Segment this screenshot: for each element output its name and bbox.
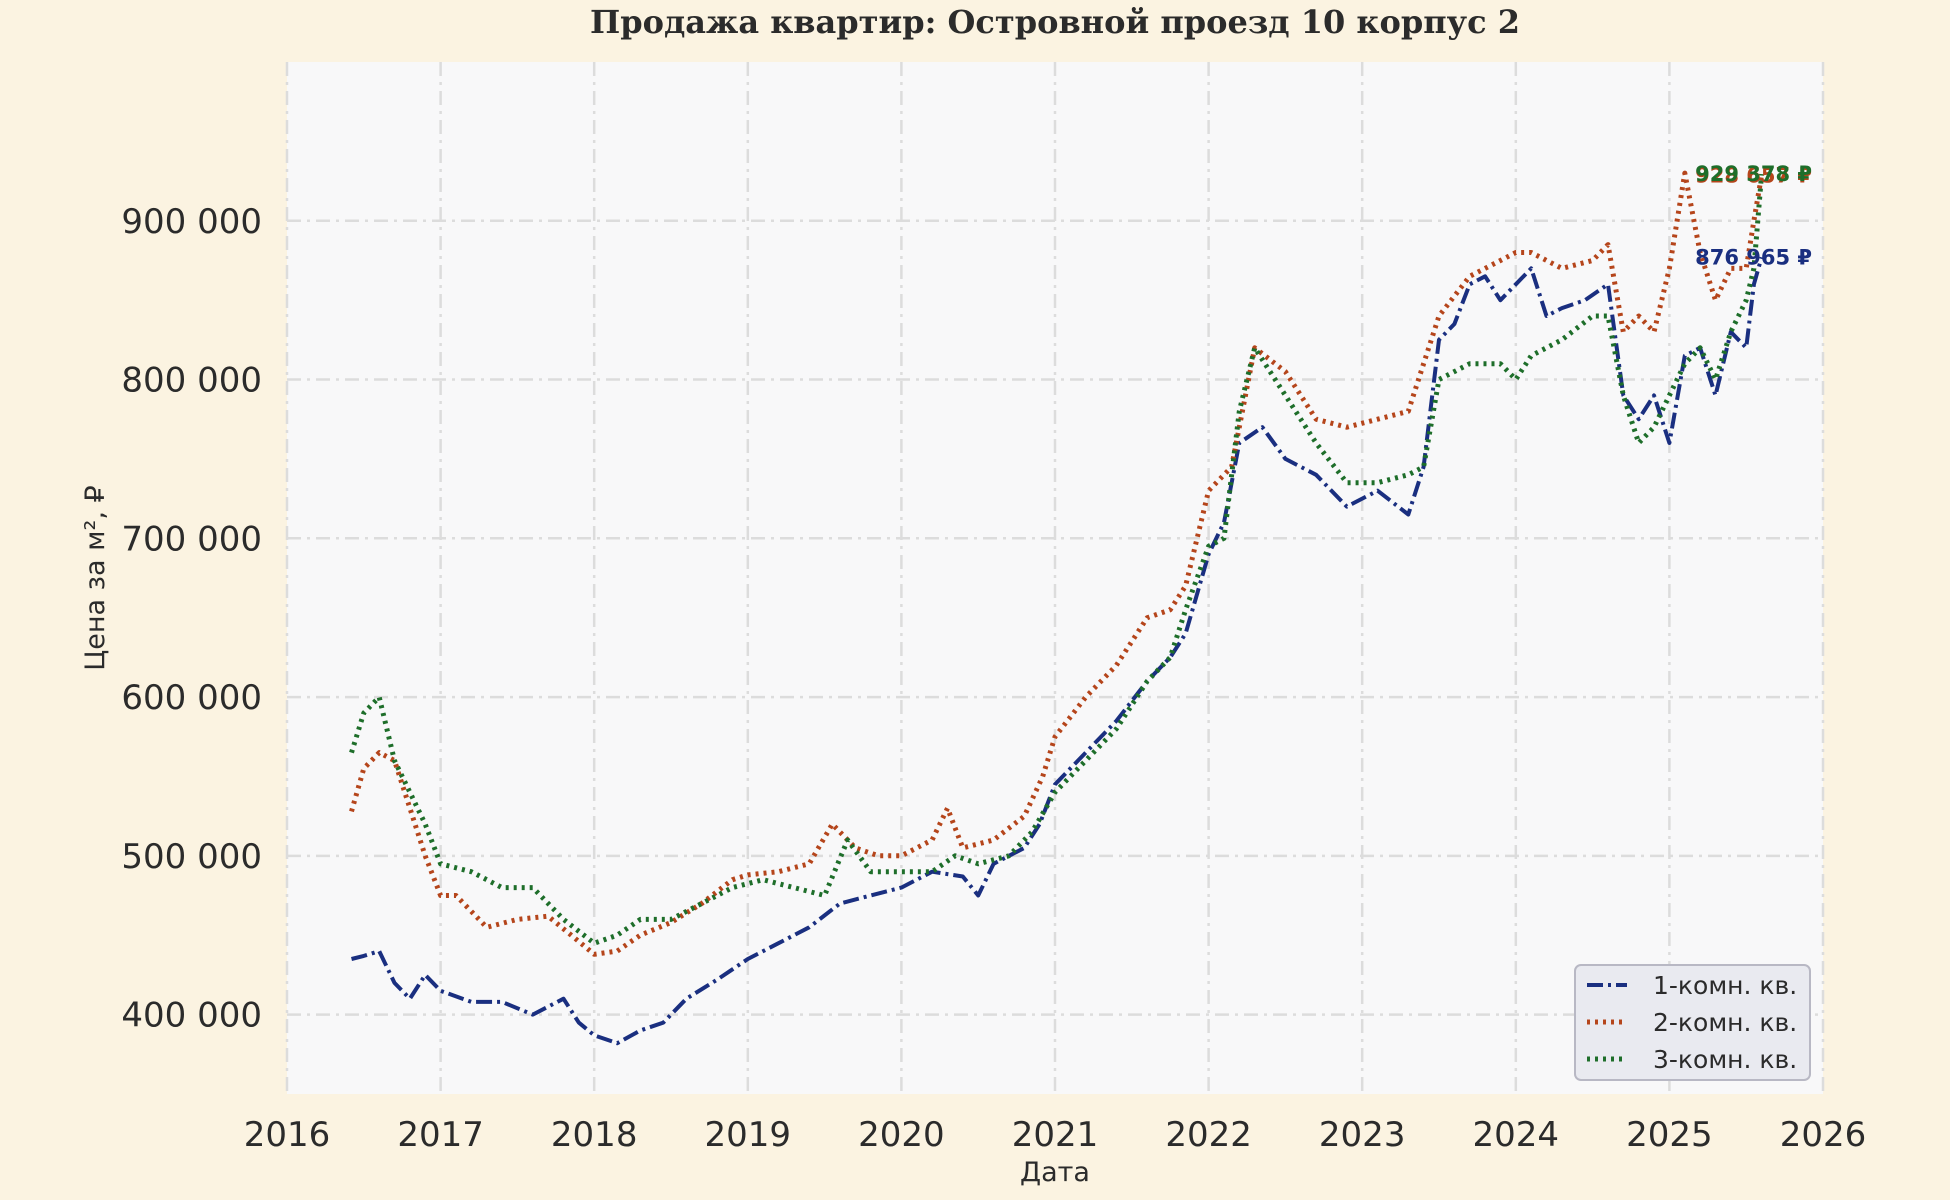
legend-box: [1574, 964, 1811, 1081]
x-axis-label: Дата: [1020, 1157, 1090, 1188]
legend-label: 1-комн. кв.: [1653, 971, 1797, 1000]
x-tick-label: 2025: [1626, 1115, 1713, 1155]
end-label-1: 876 965 ₽: [1695, 245, 1812, 269]
y-tick-label: 800 000: [121, 361, 262, 401]
end-labels: 876 965 ₽ 928 657 ₽929 378 ₽: [1695, 162, 1812, 269]
end-label-3: 929 378 ₽: [1695, 162, 1812, 186]
y-axis-ticks: 400 000 500 000 600 000 700 000 800 000 900 0…: [121, 202, 262, 1036]
y-tick-label: 700 000: [121, 519, 262, 559]
x-tick-label: 2023: [1319, 1115, 1406, 1155]
x-tick-label: 2026: [1780, 1115, 1867, 1155]
grid: [285, 62, 1825, 1094]
y-axis-label: Цена за м², ₽: [80, 485, 111, 670]
x-tick-label: 2024: [1473, 1115, 1560, 1155]
series-layer: [349, 170, 1765, 1046]
x-tick-label: 2022: [1165, 1115, 1252, 1155]
x-tick-label: 2017: [397, 1115, 484, 1155]
y-tick-label: 600 000: [121, 678, 262, 718]
x-tick-label: 2020: [858, 1115, 945, 1155]
x-tick-label: 2016: [244, 1115, 331, 1155]
y-tick-label: 400 000: [121, 996, 262, 1036]
x-axis-ticks: 2016 2017 2018 2019 2020 2021 2022 2023 2024 2025…: [244, 1115, 1867, 1155]
legend-label: 2-комн. кв.: [1653, 1008, 1797, 1037]
x-tick-label: 2019: [705, 1115, 792, 1155]
end-label-2: 928 657 ₽: [1695, 163, 1812, 187]
y-tick-label: 500 000: [121, 837, 262, 877]
y-tick-label: 900 000: [121, 202, 262, 242]
x-tick-label: 2021: [1012, 1115, 1099, 1155]
chart-title: Продажа квартир: Островной проезд 10 кор…: [590, 3, 1520, 41]
series-line-3: [349, 173, 1765, 946]
legend: 1-комн. кв. 2-комн. кв. 3-комн. кв.: [1574, 964, 1811, 1081]
legend-label: 3-комн. кв.: [1653, 1045, 1797, 1074]
x-tick-label: 2018: [551, 1115, 638, 1155]
series-line-2: [349, 170, 1765, 957]
